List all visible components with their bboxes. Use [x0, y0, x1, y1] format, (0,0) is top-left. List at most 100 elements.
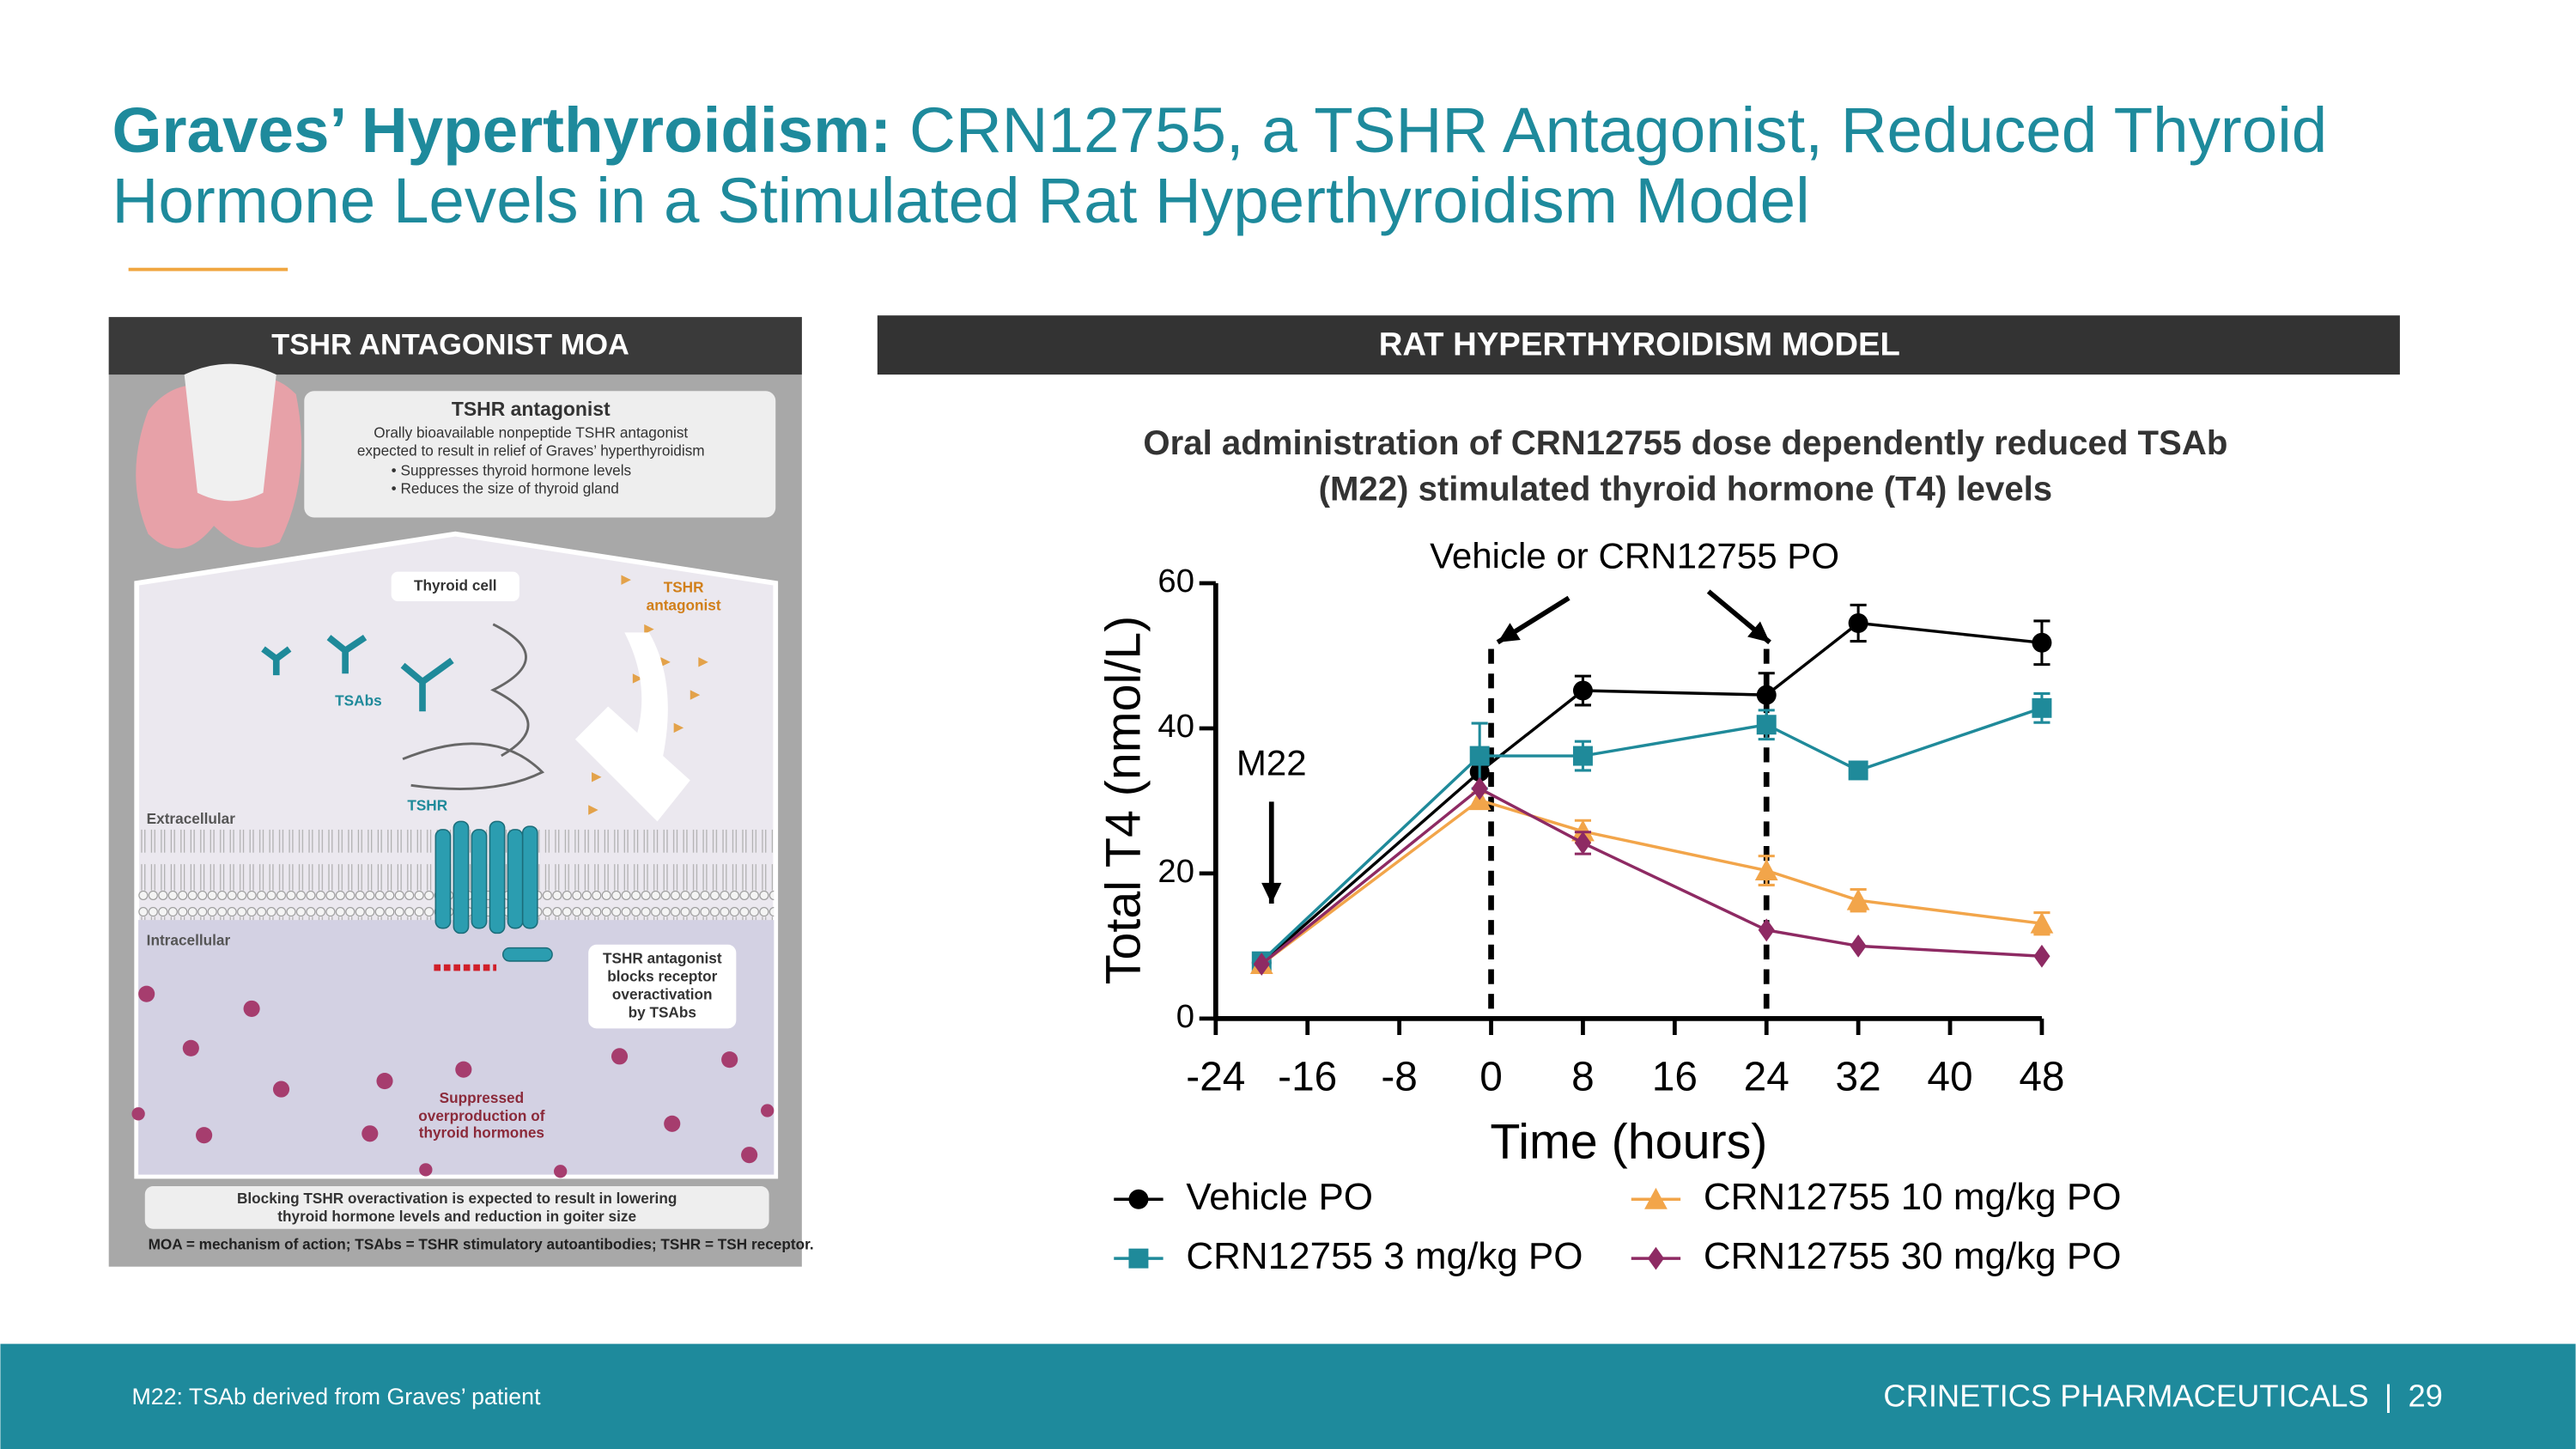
- x-axis-label: Time (hours): [1490, 1114, 1767, 1169]
- legend-marker: [1644, 1187, 1668, 1209]
- antagonist-label: TSHR: [664, 578, 704, 595]
- series-line: [1261, 621, 2043, 965]
- bottom-note-box: [144, 1185, 769, 1229]
- legend-marker: [1128, 1248, 1149, 1269]
- intracellular-label: Intracellular: [147, 932, 231, 949]
- note-line: by TSAbs: [629, 1004, 696, 1021]
- moa-box-line: Orally bioavailable nonpeptide TSHR anta…: [374, 423, 688, 441]
- chart-title: (M22) stimulated thyroid hormone (T4) le…: [1319, 470, 2053, 508]
- tsab-shapes: [261, 634, 454, 712]
- antagonist-molecules: [588, 575, 708, 815]
- title-bold: Graves’ Hyperthyroidism:: [112, 94, 892, 166]
- moa-box-line: expected to result in relief of Graves’ …: [357, 442, 705, 460]
- legend-label: CRN12755 3 mg/kg PO: [1186, 1235, 1583, 1277]
- footer-band: [0, 1343, 2576, 1449]
- suppressed-line: overproduction of: [418, 1107, 544, 1124]
- trachea: [184, 363, 276, 502]
- antagonist-label: antagonist: [647, 596, 721, 613]
- note-line: TSHR antagonist: [603, 950, 722, 967]
- bottom-note: Blocking TSHR overactivation is expected…: [237, 1190, 677, 1207]
- slide-title-line2: Hormone Levels in a Stimulated Rat Hyper…: [112, 164, 1810, 236]
- model-title: RAT HYPERTHYROIDISM MODEL: [1379, 326, 1900, 363]
- data-point: [1758, 918, 1775, 942]
- footer-brand: CRINETICS PHARMACEUTICALS: [1883, 1378, 2368, 1413]
- data-point: [2032, 697, 2052, 718]
- x-tick-label: 16: [1652, 1054, 1698, 1099]
- m22-arrow-head: [1261, 882, 1282, 904]
- note-box: [588, 944, 737, 1029]
- data-point: [1571, 819, 1595, 842]
- cell-label-box: [391, 571, 519, 602]
- dosing-arrow-head: [1498, 623, 1521, 642]
- chart: 0 20 40 60 -24 -16 -8 0 8 16 24 32 40 48 Time (hours) T…: [1097, 535, 2122, 1276]
- x-tick-label: -24: [1186, 1054, 1245, 1099]
- suppressed-line: thyroid hormones: [419, 1123, 544, 1141]
- moa-box-title: TSHR antagonist: [452, 398, 611, 420]
- extracellular-label: Extracellular: [147, 810, 236, 827]
- block-arrow: [574, 706, 690, 822]
- dosing-annotation: Vehicle or CRN12755 PO: [1430, 535, 1839, 575]
- data-point: [1848, 760, 1868, 781]
- data-point: [1471, 776, 1488, 801]
- slide-title: Graves’ Hyperthyroidism: CRN12755, a TSH…: [112, 94, 2328, 166]
- series-line: [1261, 706, 2043, 963]
- moa-panel: TSHR ANTAGONIST MOA TSHR antagonist Oral…: [108, 317, 814, 1267]
- x-tick-label: -8: [1381, 1054, 1417, 1099]
- tshr-label: TSHR: [407, 797, 447, 814]
- moa-bullet: • Reduces the size of thyroid gland: [392, 480, 619, 497]
- note-line: overactivation: [612, 986, 713, 1003]
- note-line: blocks receptor: [607, 968, 717, 985]
- data-point: [1253, 953, 1270, 976]
- x-tick-label: 32: [1836, 1054, 1881, 1099]
- x-tick-label: 40: [1927, 1054, 1972, 1099]
- cell-label: Thyroid cell: [414, 576, 497, 594]
- data-point: [1754, 859, 1778, 881]
- tsabs-label: TSAbs: [335, 691, 381, 709]
- data-point: [1572, 680, 1593, 701]
- title-line1: CRN12755, a TSHR Antagonist, Reduced Thy…: [909, 94, 2327, 166]
- data-point: [2033, 944, 2050, 968]
- tshr-chain: [402, 623, 545, 790]
- data-point: [2030, 911, 2054, 934]
- legend-marker: [1128, 1189, 1149, 1209]
- legend-marker: [1647, 1246, 1665, 1270]
- moa-box: [304, 391, 776, 518]
- model-header: [877, 315, 2400, 375]
- y-tick-label: 40: [1157, 708, 1194, 745]
- data-point: [2032, 632, 2052, 653]
- x-tick-label: 8: [1571, 1054, 1595, 1099]
- y-axis-label: Total T4 (nmol/L): [1097, 616, 1151, 984]
- data-point: [1850, 935, 1867, 958]
- hormones: [131, 985, 775, 1178]
- x-tick-label: 24: [1744, 1054, 1789, 1099]
- x-tick-label: -16: [1278, 1054, 1337, 1099]
- data-point: [1756, 685, 1777, 705]
- data-point: [1846, 888, 1870, 910]
- y-tick-label: 60: [1157, 563, 1194, 600]
- data-point: [1848, 612, 1868, 633]
- bottom-note: thyroid hormone levels and reduction in …: [277, 1208, 636, 1225]
- moa-title: TSHR ANTAGONIST MOA: [271, 329, 629, 362]
- legend-label: Vehicle PO: [1186, 1176, 1373, 1218]
- receptor: [434, 820, 553, 962]
- y-tick-label: 0: [1176, 998, 1194, 1035]
- y-tick-label: 20: [1157, 853, 1194, 890]
- data-point: [1756, 715, 1777, 735]
- page-number: 29: [2408, 1378, 2442, 1413]
- legend-label: CRN12755 10 mg/kg PO: [1704, 1176, 2122, 1218]
- data-point: [1572, 746, 1593, 766]
- footer-note: M22: TSAb derived from Graves’ patient: [131, 1384, 541, 1409]
- legend-label: CRN12755 30 mg/kg PO: [1704, 1235, 2122, 1277]
- moa-footnote: MOA = mechanism of action; TSAbs = TSHR …: [149, 1235, 814, 1252]
- suppressed-line: Suppressed: [440, 1089, 524, 1106]
- dosing-arrow-head: [1747, 621, 1771, 642]
- series-line: [1261, 798, 2043, 965]
- flow-arrow: [624, 632, 668, 781]
- chart-title: Oral administration of CRN12755 dose dep…: [1143, 423, 2227, 462]
- m22-annotation: M22: [1236, 742, 1307, 782]
- footer-separator: |: [2385, 1378, 2392, 1413]
- x-tick-label: 48: [2019, 1054, 2064, 1099]
- series-line: [1261, 787, 2043, 965]
- x-tick-label: 0: [1479, 1054, 1503, 1099]
